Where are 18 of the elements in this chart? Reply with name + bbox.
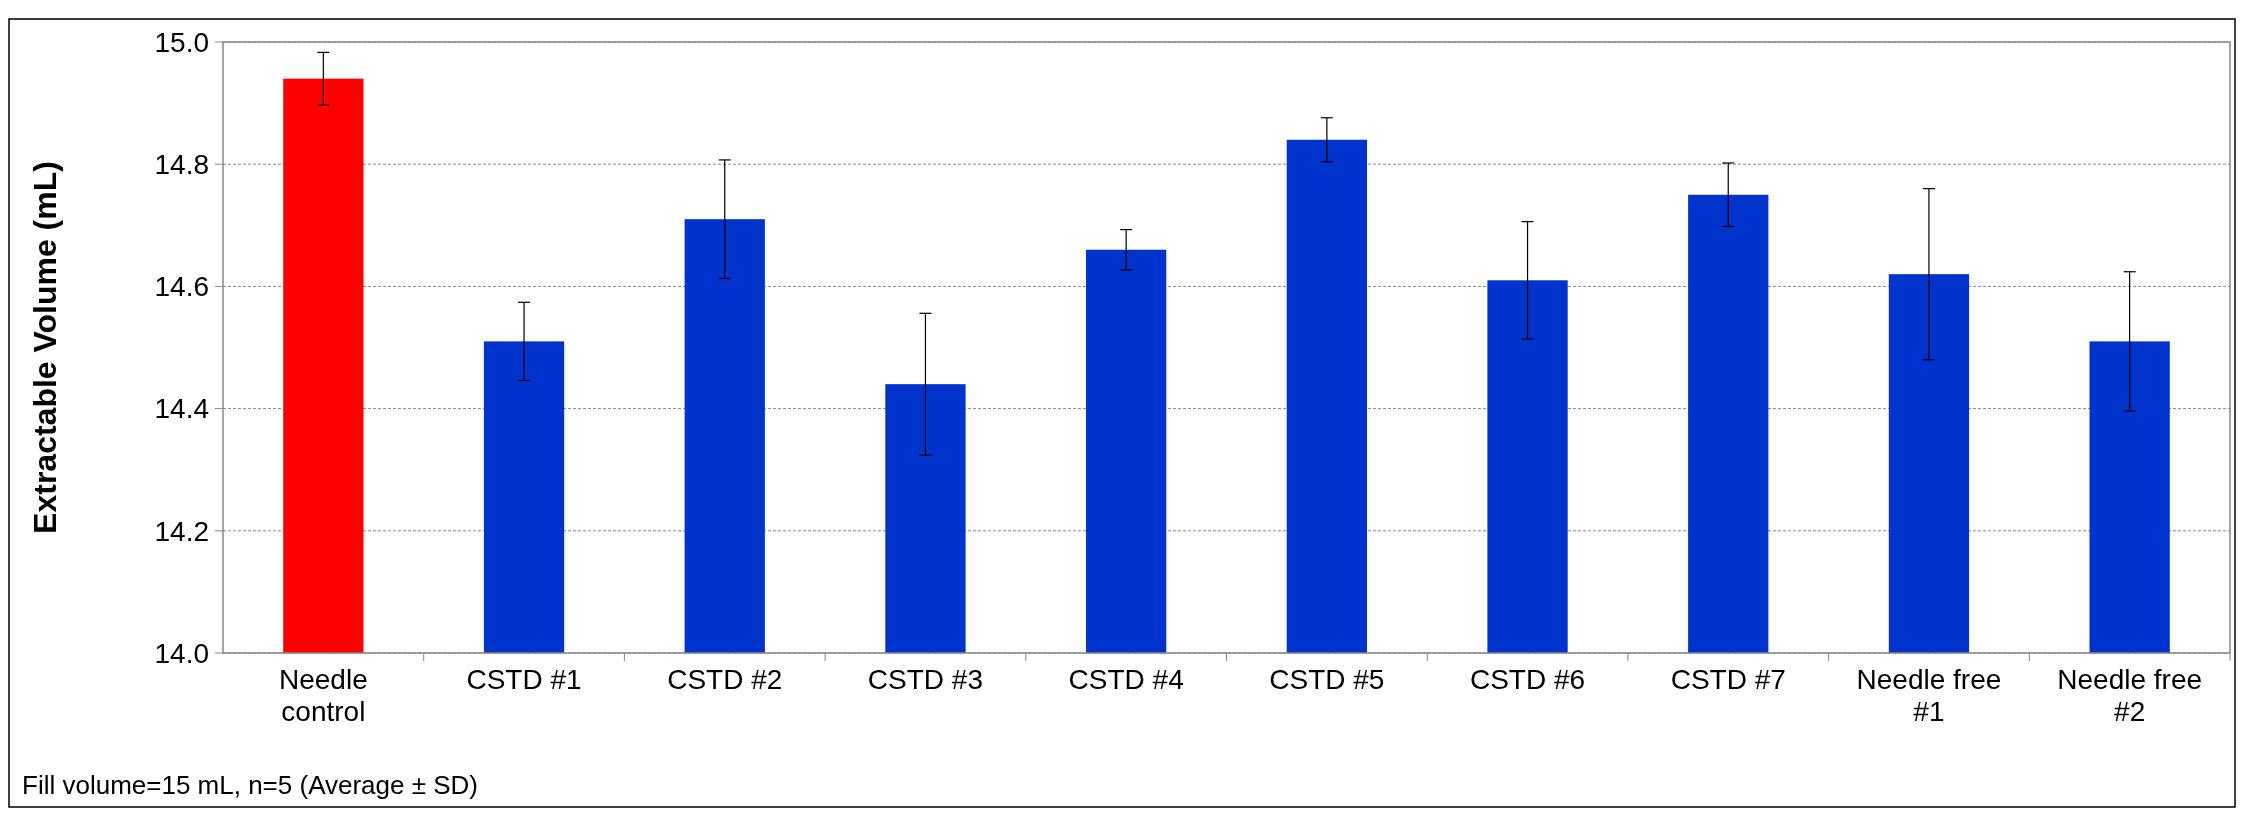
x-tick-label: CSTD #5 (1269, 664, 1385, 695)
x-tick-label: CSTD #1 (466, 664, 582, 695)
x-tick-label: CSTD #6 (1469, 664, 1586, 695)
x-tick-label: Needle free #2 (2057, 664, 2203, 728)
y-tick-label: 14.4 (154, 393, 209, 425)
x-tick-label: Needle control (278, 664, 368, 728)
y-axis-title: Extractable Volume (mL) (27, 161, 63, 534)
text: Fill volume=15 mL, n=5 (Average ± SD) (22, 770, 478, 800)
y-tick-label: 14.2 (154, 515, 209, 547)
y-tick-label: 14.8 (154, 149, 209, 180)
y-tick-label: 14.6 (154, 271, 209, 303)
x-tick-label: CSTD #3 (867, 664, 984, 695)
y-tick-label: 14.0 (154, 637, 209, 669)
x-tick-label: CSTD #4 (1068, 664, 1184, 695)
y-tick-label: 15.0 (154, 26, 209, 58)
x-tick-label: Needle free #1 (1856, 664, 2002, 728)
x-tick-label: CSTD #2 (667, 664, 783, 695)
x-tick-label: CSTD #7 (1670, 664, 1786, 695)
